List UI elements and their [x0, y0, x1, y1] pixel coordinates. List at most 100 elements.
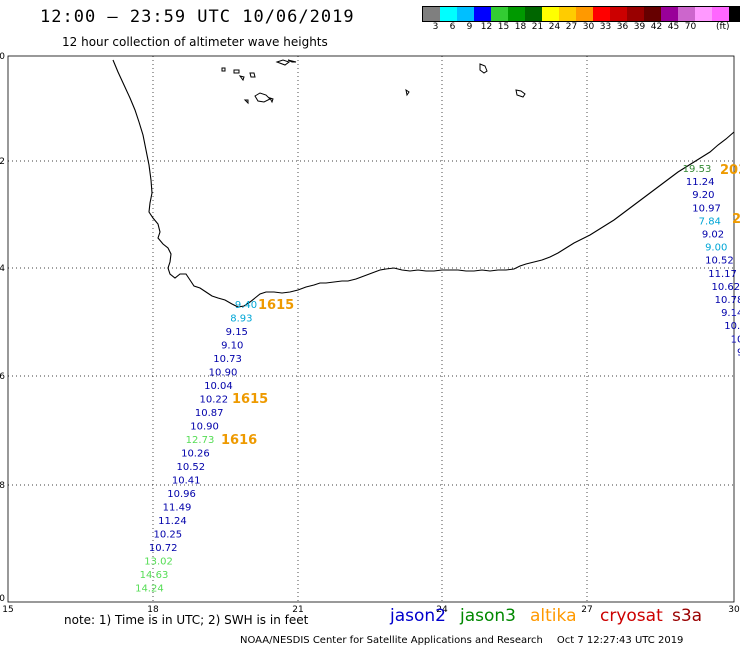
colorbar-label: 27 [565, 22, 578, 32]
colorbar-labels: 3 6 9 12 15 18 21 24 27 30 33 36 39 42 45 70 [422, 22, 740, 34]
credit-line: NOAA/NESDIS Center for Satellite Applica… [240, 635, 683, 646]
swh-value: 10.72 [149, 543, 178, 554]
swh-value: 9.40 [235, 300, 257, 311]
lat-tick-label: -38 [0, 481, 5, 491]
map-subtitle: 12 hour collection of altimeter wave hei… [62, 35, 328, 49]
swh-value: 12.73 [186, 435, 215, 446]
swh-value: 9.14 [721, 308, 740, 319]
south-africa-coastline [112, 59, 735, 308]
colorbar-label: 9 [466, 22, 473, 32]
map-title: 12:00 – 23:59 UTC 10/06/2019 [40, 7, 355, 27]
lat-tick-label: -34 [0, 264, 5, 274]
colorbar-label: 6 [449, 22, 456, 32]
colorbar-swatch [474, 7, 491, 21]
swh-value: 9.00 [705, 243, 727, 254]
swh-value: 8.93 [230, 314, 252, 325]
colorbar-unit: (ft) [716, 22, 730, 32]
swh-value: 9.15 [226, 327, 248, 338]
legend-jason3: jason3 [460, 606, 516, 626]
colorbar-swatch [610, 7, 627, 21]
map-frame [7, 55, 735, 603]
colorbar-label: 45 [667, 22, 680, 32]
swh-value: 9.10 [221, 341, 243, 352]
swh-value: 10.73 [213, 354, 242, 365]
inland-features [221, 59, 526, 105]
swh-value: 13.02 [144, 557, 173, 568]
colorbar-swatch [644, 7, 661, 21]
pass-time-labels: 1615 1615 1616 203 2 [221, 163, 740, 448]
colorbar-swatch [712, 7, 729, 21]
colorbar-label: 12 [480, 22, 493, 32]
colorbar-label: 42 [650, 22, 663, 32]
colorbar-swatch [678, 7, 695, 21]
swh-value: 10.5 [724, 321, 740, 332]
swh-value: 10.25 [153, 530, 182, 541]
swh-value: 10.26 [181, 449, 210, 460]
latitude-ticks: -30 -32 -34 -36 -38 -40 [0, 52, 5, 604]
swh-value: 10.87 [195, 408, 224, 419]
swh-value: 10.41 [172, 476, 201, 487]
swh-value: 10.52 [176, 462, 205, 473]
lat-tick-label: -32 [0, 157, 5, 167]
lon-tick-label: 18 [147, 605, 159, 615]
lon-tick-label: 15 [2, 605, 13, 615]
lon-tick-label: 30 [728, 605, 740, 615]
colorbar-swatch [508, 7, 525, 21]
colorbar-label: 18 [514, 22, 527, 32]
legend-s3a: s3a [672, 606, 703, 626]
credit-timestamp: Oct 7 12:27:43 UTC 2019 [556, 635, 684, 646]
altimeter-track-east: 19.5311.249.2010.977.849.029.0010.5211.1… [683, 164, 740, 358]
colorbar-swatch [440, 7, 457, 21]
colorbar-label: 15 [497, 22, 510, 32]
colorbar-swatch [627, 7, 644, 21]
graticule [8, 56, 734, 602]
footer-note: note: 1) Time is in UTC; 2) SWH is in fe… [64, 613, 309, 627]
longitude-ticks: 15 18 21 24 27 30 [2, 605, 740, 615]
pass-time-label: 1615 [232, 392, 268, 407]
swh-value: 14.63 [140, 570, 169, 581]
swh-value: 9.20 [692, 190, 714, 201]
swh-value: 10.90 [190, 422, 219, 433]
lon-tick-label: 21 [292, 605, 303, 615]
colorbar-label: 30 [582, 22, 595, 32]
colorbar-swatch [491, 7, 508, 21]
lat-tick-label: -36 [0, 372, 5, 382]
swh-value: 10.90 [209, 368, 238, 379]
pass-time-label: 2 [732, 212, 740, 227]
swh-value: 10. [731, 334, 740, 345]
swh-value: 11.24 [686, 177, 715, 188]
colorbar-swatch [729, 7, 740, 21]
lat-tick-label: -30 [0, 52, 5, 62]
colorbar-label: 33 [599, 22, 612, 32]
lon-tick-label: 24 [436, 605, 448, 615]
colorbar-swatch [457, 7, 474, 21]
colorbar-label: 36 [616, 22, 629, 32]
colorbar-label: 70 [684, 22, 697, 32]
swh-value: 10.97 [692, 203, 721, 214]
legend-cryosat: cryosat [600, 606, 663, 626]
pass-time-label: 1616 [221, 433, 257, 448]
colorbar-label: 39 [633, 22, 646, 32]
colorbar-swatch [576, 7, 593, 21]
pass-time-label: 203 [720, 163, 740, 178]
swh-value: 14.24 [135, 584, 164, 595]
colorbar-label: 21 [531, 22, 544, 32]
colorbar-swatch [542, 7, 559, 21]
colorbar-swatch [695, 7, 712, 21]
altimeter-track-west: 9.40 8.93 9.15 9.10 10.73 10.90 10.04 10.22 10.8… [135, 300, 257, 595]
colorbar-label: 3 [432, 22, 439, 32]
lat-tick-label: -40 [0, 594, 5, 604]
colorbar-swatch [661, 7, 678, 21]
swh-value: 10.04 [204, 381, 233, 392]
swh-colorbar [422, 6, 740, 22]
swh-value: 9. [737, 347, 740, 358]
colorbar-swatch [525, 7, 542, 21]
swh-value: 10.52 [705, 256, 734, 267]
colorbar-swatch [559, 7, 576, 21]
colorbar-swatch [423, 7, 440, 21]
swh-value: 9.02 [702, 230, 724, 241]
swh-value: 10.22 [199, 395, 228, 406]
swh-value: 11.49 [163, 503, 192, 514]
swh-value: 11.24 [158, 516, 187, 527]
